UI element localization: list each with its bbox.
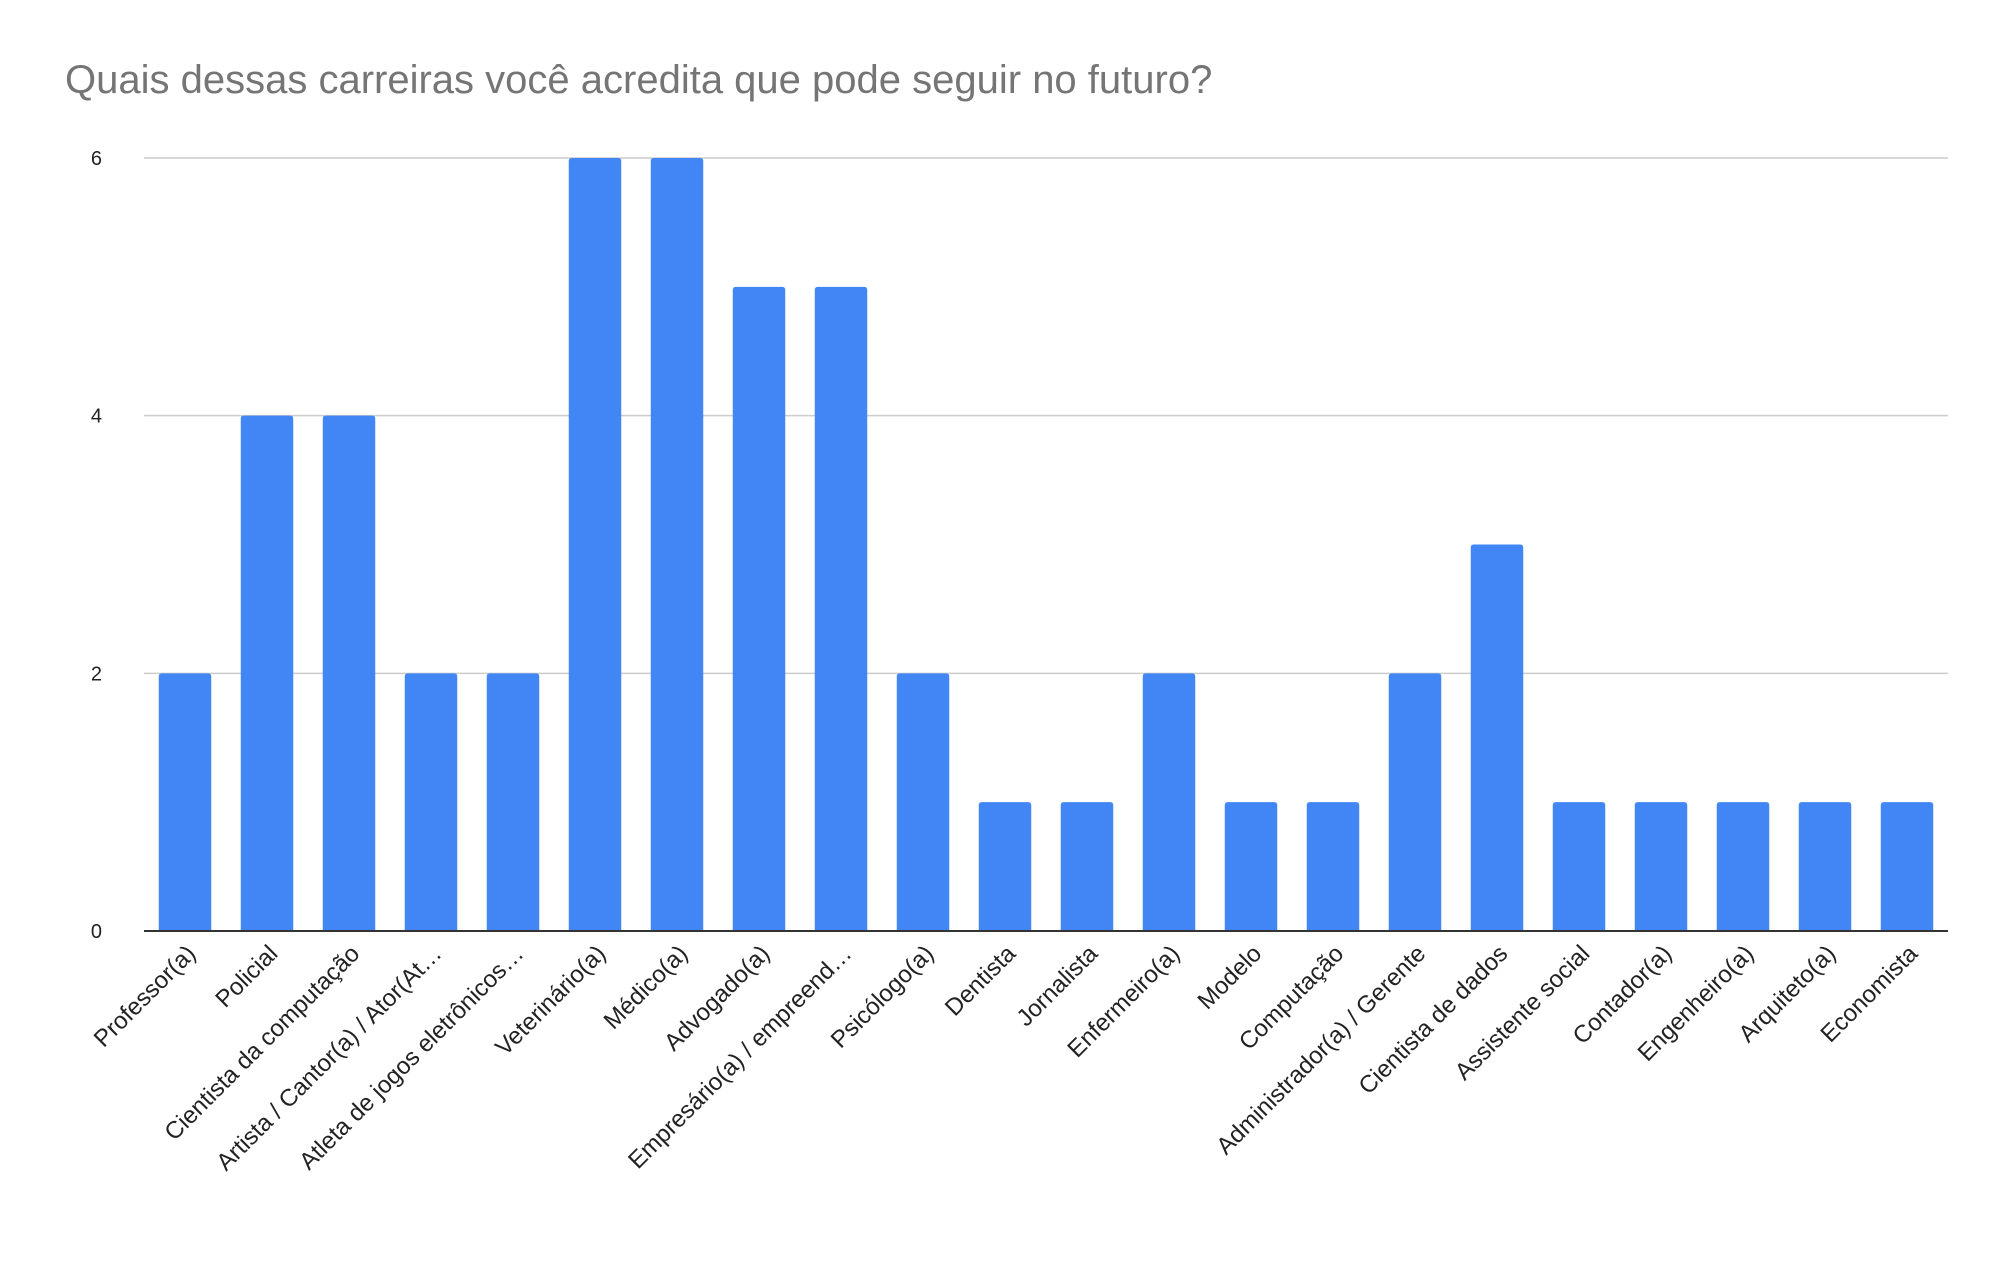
bar	[568, 158, 622, 931]
bar	[1634, 802, 1688, 931]
x-tick-label: Modelo	[1192, 940, 1267, 1015]
bar	[650, 158, 704, 931]
bar	[896, 673, 950, 931]
bar	[1880, 802, 1934, 931]
bars	[158, 158, 1934, 932]
bar	[1798, 802, 1852, 931]
bar	[158, 673, 212, 931]
bar	[240, 415, 294, 932]
y-tick-label: 4	[91, 406, 102, 428]
bar	[1060, 802, 1114, 931]
bar	[814, 286, 868, 931]
y-tick-label: 2	[91, 663, 102, 685]
y-tick-labels: 0 2 4 6	[91, 148, 102, 943]
y-tick-label: 6	[91, 148, 102, 170]
x-tick-label: Professor(a)	[89, 940, 201, 1052]
bar	[1470, 544, 1524, 931]
chart-title: Quais dessas carreiras você acredita que…	[65, 58, 1213, 102]
bar	[1552, 802, 1606, 931]
bar	[404, 673, 458, 931]
bar	[978, 802, 1032, 931]
bar	[322, 415, 376, 932]
gridlines	[144, 157, 1948, 675]
x-tick-label: Cientista de dados	[1354, 940, 1514, 1100]
bar	[486, 673, 540, 931]
bar	[1306, 802, 1360, 931]
bar	[1142, 673, 1196, 931]
bar	[1388, 673, 1442, 931]
y-tick-label: 0	[91, 921, 102, 943]
bar	[1716, 802, 1770, 931]
x-tick-label: Dentista	[940, 940, 1022, 1022]
x-tick-label: Policial	[210, 940, 283, 1013]
bar	[1224, 802, 1278, 931]
bar	[732, 286, 786, 931]
